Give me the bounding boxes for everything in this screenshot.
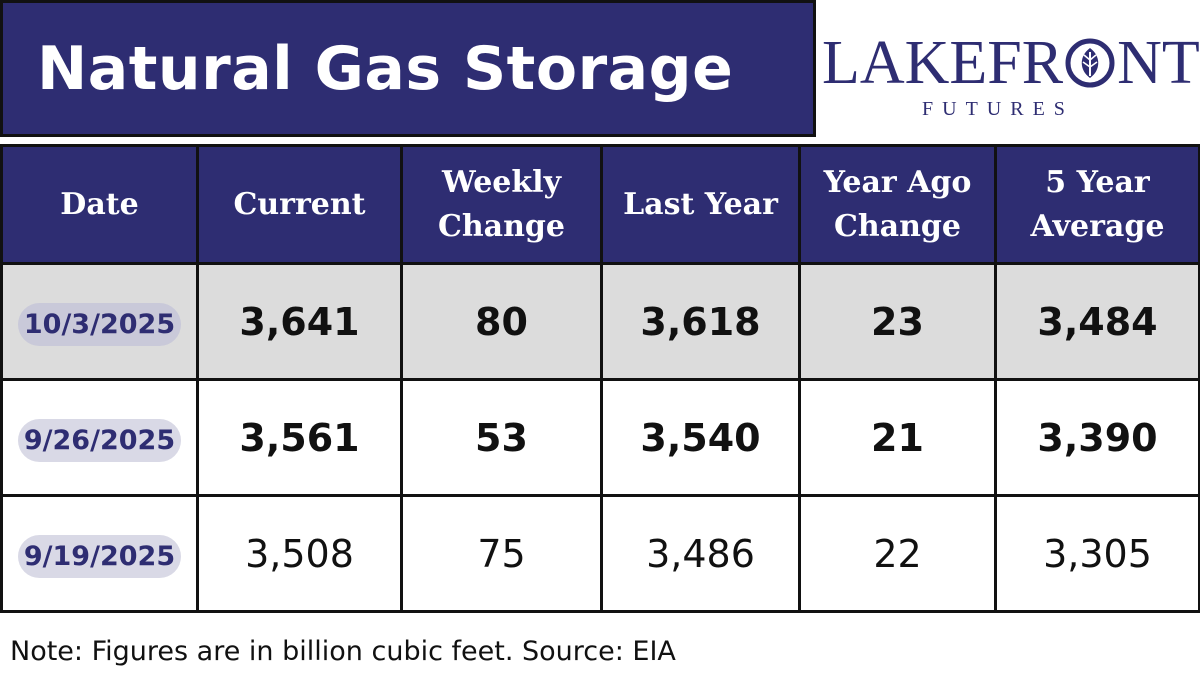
storage-table: Date Current Weekly Change Last Year Yea…: [0, 144, 1200, 613]
date-cell: 10/3/2025: [0, 262, 199, 381]
weekly-change-cell: 53: [400, 378, 603, 497]
logo-wordmark: LAKEFR NT: [822, 30, 1200, 96]
table-row: 9/26/2025 3,561 53 3,540 21 3,390: [0, 378, 1200, 497]
table-row: 9/19/2025 3,508 75 3,486 22 3,305: [0, 494, 1200, 613]
last-year-cell: 3,486: [600, 494, 801, 613]
page-title: Natural Gas Storage: [37, 33, 734, 104]
year-ago-change-cell: 21: [798, 378, 997, 497]
logo-subtitle: FUTURES: [922, 98, 1074, 120]
last-year-cell: 3,618: [600, 262, 801, 381]
last-year-cell: 3,540: [600, 378, 801, 497]
header-current: Current: [196, 144, 403, 265]
header-last-year: Last Year: [600, 144, 801, 265]
five-year-average-cell: 3,305: [994, 494, 1200, 613]
year-ago-change-cell: 22: [798, 494, 997, 613]
table-header-row: Date Current Weekly Change Last Year Yea…: [0, 144, 1200, 265]
five-year-average-cell: 3,484: [994, 262, 1200, 381]
current-cell: 3,508: [196, 494, 403, 613]
date-badge: 9/19/2025: [17, 534, 182, 578]
logo-text-start: LAKEFR: [822, 29, 1064, 97]
table-row: 10/3/2025 3,641 80 3,618 23 3,484: [0, 262, 1200, 381]
weekly-change-cell: 80: [400, 262, 603, 381]
current-cell: 3,641: [196, 262, 403, 381]
date-badge: 10/3/2025: [17, 302, 182, 346]
year-ago-change-cell: 23: [798, 262, 997, 381]
header-date: Date: [0, 144, 199, 265]
leaf-in-circle-icon: [1065, 38, 1115, 88]
date-cell: 9/26/2025: [0, 378, 199, 497]
header-five-year-average: 5 Year Average: [994, 144, 1200, 265]
five-year-average-cell: 3,390: [994, 378, 1200, 497]
logo-text-end: NT: [1117, 29, 1200, 97]
date-cell: 9/19/2025: [0, 494, 199, 613]
header-weekly-change: Weekly Change: [400, 144, 603, 265]
source-note: Note: Figures are in billion cubic feet.…: [10, 636, 676, 667]
weekly-change-cell: 75: [400, 494, 603, 613]
date-badge: 9/26/2025: [17, 418, 182, 462]
brand-logo: LAKEFR NT FUTURES: [822, 30, 1200, 130]
title-banner: Natural Gas Storage: [0, 0, 816, 137]
header-year-ago-change: Year Ago Change: [798, 144, 997, 265]
current-cell: 3,561: [196, 378, 403, 497]
